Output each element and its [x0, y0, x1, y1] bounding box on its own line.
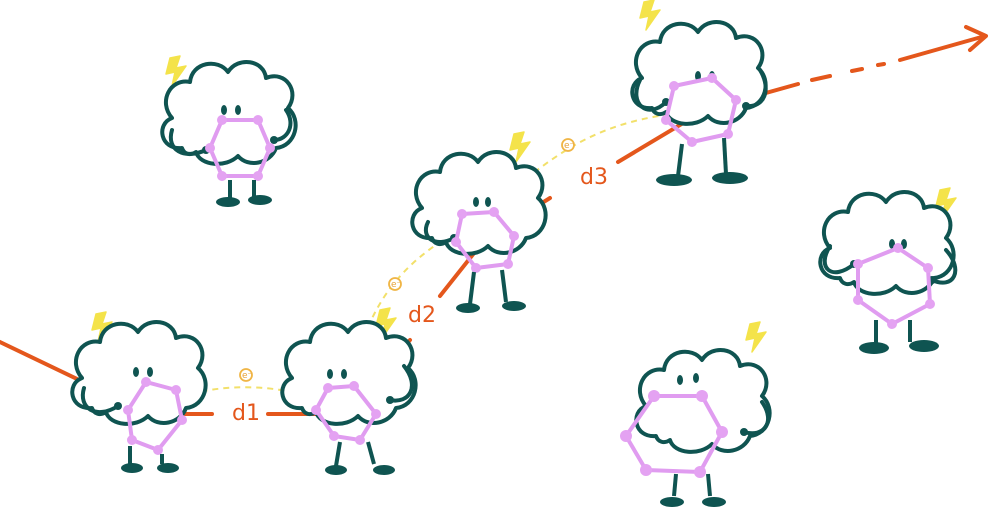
- cloud-character-top-left: [160, 55, 298, 207]
- cloud-character-bottom-left: [70, 311, 208, 473]
- cloud-character-right: [818, 187, 958, 354]
- hexagon-molecule-icon: [620, 390, 728, 478]
- cloud-character-middle: [410, 131, 548, 313]
- distance-label-d1: d1: [232, 401, 260, 426]
- distance-label-d2: d2: [408, 303, 436, 328]
- electron-icon: e⁻: [388, 277, 402, 291]
- distance-label-d3: d3: [580, 165, 608, 190]
- hexagon-molecule-icon: [205, 115, 275, 181]
- lightning-bolt-icon: [745, 321, 767, 353]
- hexagon-molecule-icon: [451, 207, 519, 273]
- electron-icon: e⁻: [561, 138, 575, 152]
- svg-text:e⁻: e⁻: [564, 141, 575, 151]
- cloud-character-bottom-right: [620, 321, 772, 507]
- svg-text:e⁻: e⁻: [391, 280, 402, 290]
- svg-text:e⁻: e⁻: [242, 371, 253, 381]
- electron-icon: e⁻: [239, 368, 253, 382]
- hexagon-molecule-icon: [123, 377, 187, 455]
- hexagon-molecule-icon: [311, 381, 381, 445]
- cloud-character-bottom-middle: [280, 307, 418, 475]
- lightning-bolt-icon: [639, 0, 661, 31]
- hexagon-molecule-icon: [853, 243, 935, 329]
- hexagon-molecule-icon: [661, 73, 741, 147]
- arrowhead-icon: [964, 25, 988, 52]
- cloud-character-top-right: [630, 0, 768, 186]
